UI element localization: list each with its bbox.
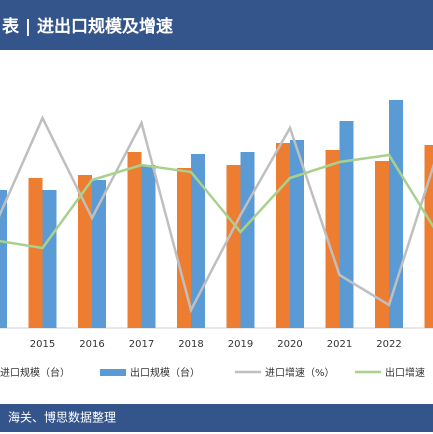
x-tick-label: 2015 — [30, 339, 55, 350]
bar — [141, 165, 156, 328]
bar — [0, 190, 7, 328]
legend-swatch — [100, 369, 126, 376]
x-tick-label: 2020 — [277, 339, 302, 350]
legend-label: 进口规模（台） — [0, 366, 70, 379]
bar — [42, 190, 57, 328]
x-tick-label: 2019 — [228, 339, 253, 350]
bar — [424, 145, 433, 328]
source: 海关、博思数据整理 — [8, 410, 116, 425]
bar — [127, 152, 142, 328]
x-tick-label: 2021 — [327, 339, 352, 350]
legend-label: 进口增速（%） — [265, 366, 335, 379]
bar — [290, 140, 304, 328]
bar — [240, 152, 255, 328]
bar — [375, 161, 389, 328]
x-tick-label: 2018 — [178, 339, 203, 350]
bar — [191, 154, 205, 328]
legend-label: 出口规模（台） — [130, 366, 200, 379]
bar — [28, 178, 43, 328]
line — [0, 115, 433, 314]
header-bar — [0, 0, 433, 50]
chart-title: 表 | 进出口规模及增速 — [2, 16, 173, 37]
x-tick-label: 2017 — [129, 339, 154, 350]
bar — [325, 150, 340, 328]
x-tick-label: 2016 — [79, 339, 104, 350]
line — [0, 153, 433, 250]
bar — [226, 165, 241, 328]
legend-label: 出口增速 — [385, 366, 425, 379]
bar — [389, 100, 403, 328]
bar — [92, 180, 106, 328]
bar — [339, 121, 354, 328]
footer-bar — [0, 404, 433, 432]
x-tick-label: 2022 — [376, 339, 401, 350]
bar — [276, 143, 290, 328]
bar — [177, 168, 191, 328]
